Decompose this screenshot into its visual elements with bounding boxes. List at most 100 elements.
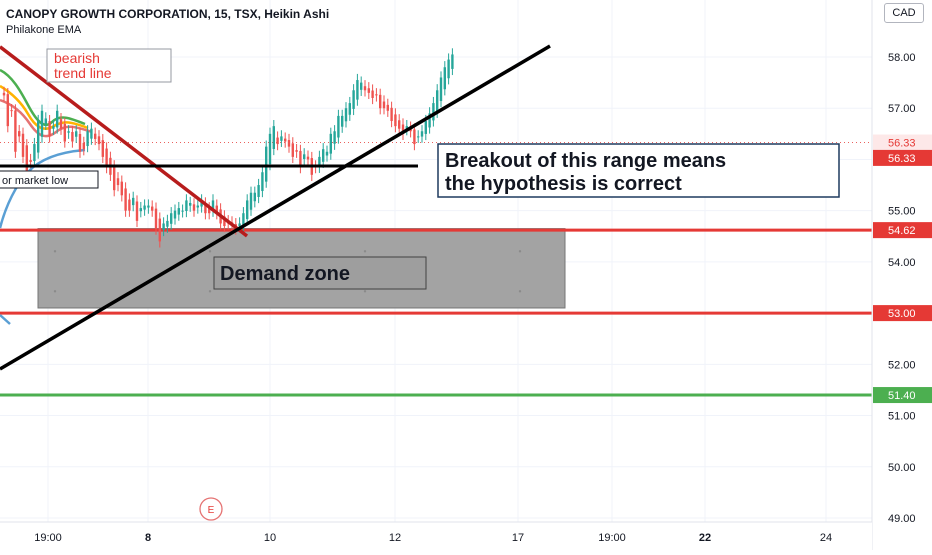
candle-body: [428, 113, 431, 128]
candle-body: [90, 128, 93, 139]
price-label-text: 54.62: [888, 225, 916, 237]
candle-body: [348, 103, 351, 115]
price-tick-label: 51.00: [888, 411, 916, 423]
candle-body: [181, 210, 184, 212]
candle-body: [371, 90, 374, 98]
candle-body: [253, 192, 256, 202]
bearish-trend-line: [0, 45, 249, 238]
ema-lines: [0, 68, 93, 325]
earnings-marker-text: E: [208, 505, 215, 516]
candle-body: [185, 200, 188, 212]
time-tick-label: 22: [699, 532, 711, 544]
price-label-bg: [873, 149, 932, 166]
candle-body: [44, 118, 47, 124]
candle-body: [101, 140, 104, 157]
candle-body: [299, 150, 302, 168]
candle-body: [280, 136, 283, 141]
candle-body: [132, 197, 135, 206]
candle-body: [322, 149, 325, 162]
candle-body: [97, 136, 101, 145]
time-axis[interactable]: 19:00 8 10 12 17 19:00 22 24: [0, 521, 872, 550]
price-axis[interactable]: 58.00 57.00 55.00 54.00 52.00 51.00 50.00 49.00…: [871, 0, 932, 550]
candle-body: [40, 110, 44, 137]
candle-body: [147, 205, 150, 208]
candle-body: [75, 131, 78, 137]
candle-body: [268, 133, 272, 165]
price-label-text: 51.40: [888, 390, 916, 402]
candle-body: [295, 150, 298, 152]
candle-body: [329, 133, 332, 154]
candle-body: [52, 126, 55, 129]
price-label-text: 53.00: [888, 308, 916, 320]
zone-dot: [518, 290, 522, 293]
candle-body: [170, 213, 173, 224]
candle-body: [10, 110, 13, 112]
candle-body: [337, 115, 340, 138]
candle-body: [257, 185, 260, 197]
candle-body: [341, 115, 344, 127]
horizontal-levels: [0, 142, 872, 397]
candle-body: [135, 201, 139, 221]
candle-body: [238, 223, 241, 227]
candle-body: [424, 121, 427, 134]
bearish-label-text: bearish: [54, 50, 100, 66]
candle-body: [67, 131, 70, 133]
ascending-trend-line: [0, 44, 551, 371]
candle-body: [71, 131, 74, 142]
zone-dot: [53, 290, 57, 293]
bearish-label-box: [46, 48, 172, 83]
candle-body: [33, 144, 36, 162]
candle-body: [25, 145, 28, 175]
candle-body: [56, 110, 59, 128]
zone-dot: [208, 250, 212, 253]
price-label-text: 56.33: [888, 138, 916, 150]
candle-body: [390, 107, 393, 122]
currency-button[interactable]: CAD: [884, 3, 924, 23]
candle-body: [6, 94, 9, 127]
candle-body: [82, 142, 85, 150]
candle-body: [94, 133, 97, 139]
candle-body: [413, 129, 416, 145]
candle-body: [306, 156, 310, 160]
candle-body: [143, 205, 146, 210]
candle-body: [139, 208, 142, 212]
zone-dot: [363, 290, 367, 293]
candle-body: [177, 208, 180, 215]
candle-body: [154, 208, 158, 229]
time-tick-label: 8: [145, 532, 151, 544]
candle-body: [18, 131, 21, 137]
breakout-note-box: [437, 143, 840, 198]
candle-body: [151, 206, 154, 211]
zone-dot: [53, 250, 57, 253]
candle-body: [48, 121, 51, 137]
candle-body: [208, 208, 211, 214]
market-low-text: or market low: [2, 175, 68, 187]
candle-body: [405, 126, 408, 130]
price-tick-label: 58.00: [888, 52, 916, 64]
time-tick-label: 10: [264, 532, 276, 544]
candle-body: [447, 59, 450, 79]
price-label-bg: [873, 222, 932, 239]
candle-body: [375, 94, 378, 96]
candle-body: [105, 148, 108, 168]
demand-label-box: [213, 256, 427, 290]
market-low-box: [0, 170, 99, 189]
ema-long-tail: [0, 314, 11, 325]
time-tick-label: 19:00: [34, 532, 62, 544]
candle-body: [356, 80, 359, 100]
candle-body: [420, 131, 424, 137]
candle-body: [14, 110, 17, 152]
candle-body: [204, 203, 207, 214]
price-label-bg: [873, 387, 932, 404]
candle-body: [86, 131, 89, 147]
candle-body: [333, 131, 336, 144]
time-tick-label: 17: [512, 532, 524, 544]
price-tick-label: 57.00: [888, 103, 916, 115]
candle-body: [162, 223, 165, 230]
candle-body: [211, 200, 215, 211]
candle-body: [223, 216, 226, 227]
price-label-bg: [873, 134, 932, 151]
zone-dot: [518, 250, 522, 253]
